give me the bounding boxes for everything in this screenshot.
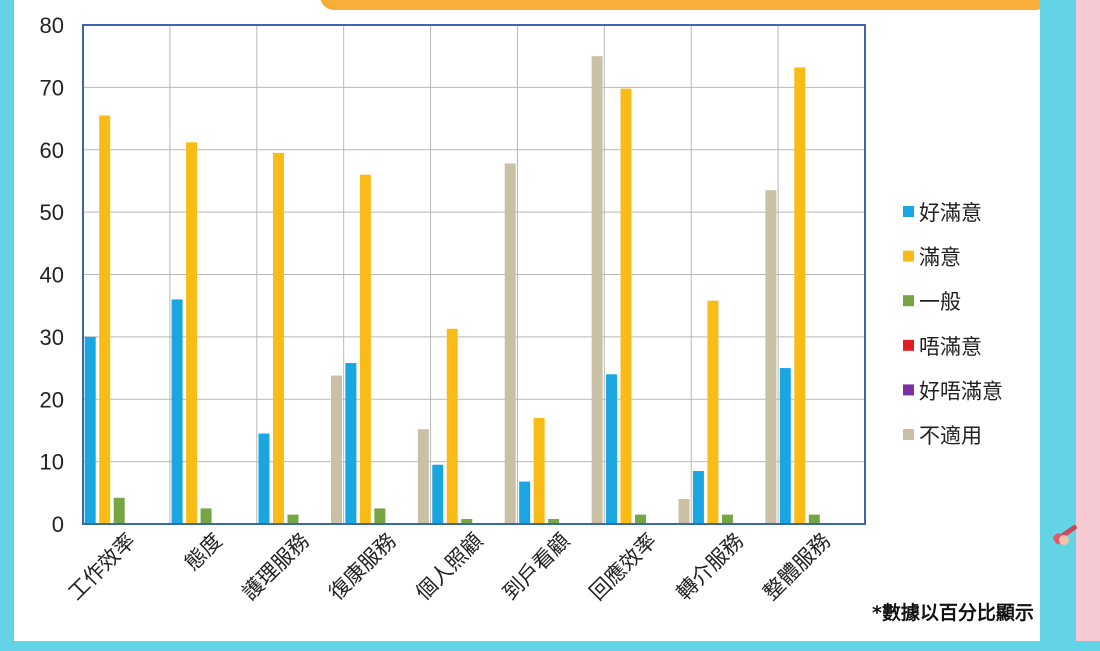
y-tick-label: 80 xyxy=(40,13,64,38)
legend-label: 一般 xyxy=(919,290,961,314)
bar-1-3 xyxy=(359,174,371,524)
legend-swatch xyxy=(903,250,914,262)
y-tick-label: 30 xyxy=(40,325,64,350)
x-tick-label: 整體服務 xyxy=(759,529,835,605)
bar-5-4 xyxy=(504,163,516,524)
bar-5-7 xyxy=(765,190,777,524)
bar-2-0 xyxy=(113,497,125,524)
y-tick-label: 10 xyxy=(40,450,64,475)
legend-swatch xyxy=(903,339,914,351)
dumbbell-icon xyxy=(1053,524,1077,545)
bar-1-5 xyxy=(533,417,545,524)
bar-2-6 xyxy=(635,514,647,524)
x-tick-label: 復康服務 xyxy=(324,529,400,605)
bar-2-3 xyxy=(374,508,386,524)
legend-swatch xyxy=(903,384,914,396)
y-tick-label: 40 xyxy=(40,263,64,288)
y-tick-label: 20 xyxy=(40,387,64,412)
bar-5-2 xyxy=(330,375,342,524)
x-tick-label: 到戶看顧 xyxy=(498,529,574,605)
bar-2-4 xyxy=(461,519,473,524)
bar-2-5 xyxy=(548,519,560,524)
bar-1-7 xyxy=(707,300,719,524)
legend-label: 好滿意 xyxy=(919,201,982,225)
y-tick-label: 50 xyxy=(40,200,64,225)
bar-1-1 xyxy=(186,142,198,524)
y-tick-label: 60 xyxy=(40,138,64,163)
x-tick-label: 護理服務 xyxy=(237,529,313,605)
left-border-bar xyxy=(0,0,14,651)
x-tick-label: 個人照顧 xyxy=(411,529,487,605)
bar-1-8 xyxy=(794,67,806,524)
bar-0-3 xyxy=(345,363,357,524)
bar-0-2 xyxy=(258,433,270,524)
bar-1-4 xyxy=(446,328,458,524)
bar-0-8 xyxy=(779,368,791,524)
legend-label: 不適用 xyxy=(919,424,982,448)
bar-2-1 xyxy=(200,508,212,524)
bar-5-3 xyxy=(417,429,429,524)
bar-1-0 xyxy=(99,115,111,524)
x-tick-label: 回應效率 xyxy=(585,529,661,605)
bottom-border-bar xyxy=(0,641,1100,651)
bar-5-5 xyxy=(591,56,603,524)
bar-2-2 xyxy=(287,514,299,524)
legend-swatch xyxy=(903,429,914,440)
legend-label: 好唔滿意 xyxy=(919,379,1003,403)
plot-border xyxy=(82,24,866,525)
title-banner-fragment xyxy=(320,0,1050,10)
bar-0-6 xyxy=(606,374,618,524)
bar-1-6 xyxy=(620,88,632,524)
legend-label: 唔滿意 xyxy=(919,335,982,359)
x-tick-label: 轉介服務 xyxy=(672,529,748,605)
bar-0-1 xyxy=(171,299,183,524)
bar-1-2 xyxy=(272,152,284,524)
x-tick-label: 工作效率 xyxy=(64,529,140,605)
x-tick-label: 態度 xyxy=(180,529,227,576)
legend-swatch xyxy=(903,295,914,307)
bar-5-6 xyxy=(678,499,690,524)
y-tick-label: 0 xyxy=(52,512,64,537)
legend-swatch xyxy=(903,206,914,217)
bar-0-5 xyxy=(519,481,531,524)
footnote: *數據以百分比顯示 xyxy=(872,602,1034,624)
bar-2-8 xyxy=(808,514,820,524)
bar-0-0 xyxy=(84,336,96,524)
bar-0-4 xyxy=(432,464,444,524)
y-tick-label: 70 xyxy=(40,75,64,100)
bar-2-7 xyxy=(721,514,733,524)
bar-0-7 xyxy=(692,470,704,524)
decorative-illustration-strip xyxy=(1076,0,1100,651)
legend-label: 滿意 xyxy=(919,246,961,270)
